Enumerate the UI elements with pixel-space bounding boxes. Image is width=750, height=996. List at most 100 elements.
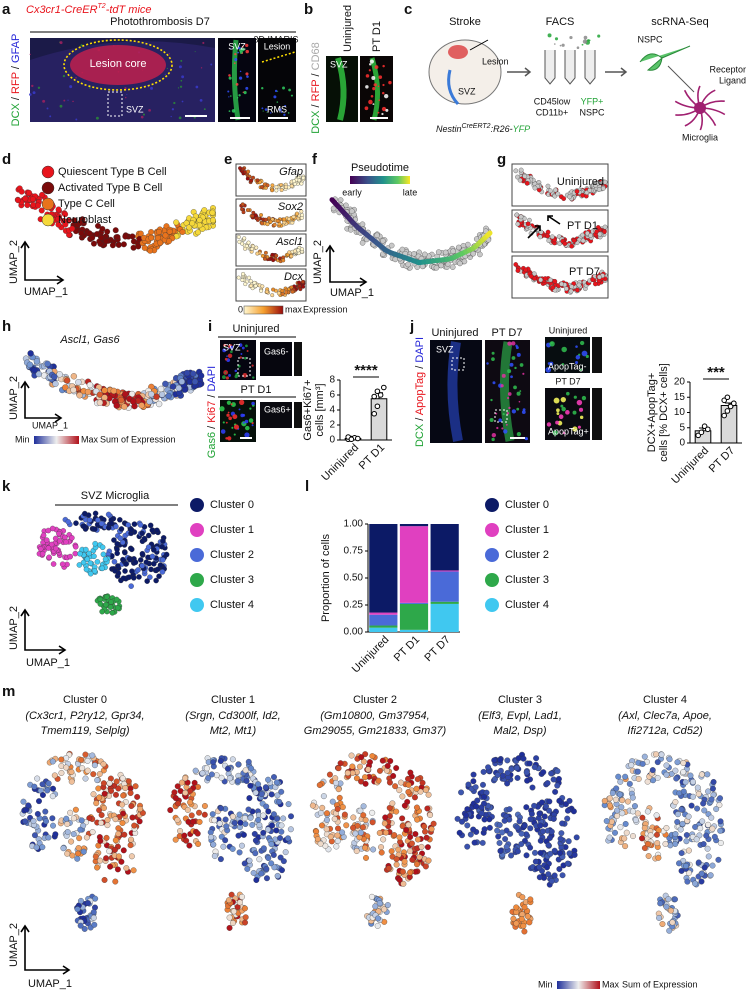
cell-dot: [113, 816, 119, 822]
y-tick-label: 0.25: [344, 600, 364, 611]
signal: [249, 408, 251, 410]
signal: [517, 353, 521, 357]
cell-dot: [414, 786, 420, 792]
cell-dot: [283, 849, 289, 855]
cell-dot: [702, 865, 708, 871]
cell-dot: [415, 837, 421, 843]
y-axis-text: UMAP_2: [8, 923, 20, 967]
legend-swatch: [485, 573, 499, 587]
name-text: Cluster 3: [210, 574, 254, 586]
cell-dot: [516, 268, 520, 272]
cell-dot: [710, 863, 716, 869]
x-tick-label: PT D1: [392, 634, 422, 664]
signal: [181, 75, 184, 78]
cell-dot: [705, 789, 711, 795]
cell-dot: [210, 217, 216, 223]
title-text: Cluster 4: [643, 694, 687, 706]
cell-dot: [105, 817, 111, 823]
cell-dot: [64, 378, 70, 384]
cell-dot: [90, 771, 96, 777]
signal: [42, 100, 45, 103]
cell-dot: [403, 827, 409, 833]
cell-dot: [376, 778, 382, 784]
cell-dot: [73, 551, 78, 556]
cell-dot: [138, 522, 143, 527]
cell-dot: [151, 561, 156, 566]
cell-dot: [173, 220, 179, 226]
letter-text: c: [404, 1, 412, 18]
signal: [234, 58, 237, 61]
cell-dot: [297, 249, 301, 253]
signal: [141, 116, 144, 119]
cell-dot: [73, 807, 79, 813]
bar-segment: [431, 524, 459, 570]
cell-dot: [73, 544, 78, 549]
cell-dot: [642, 825, 648, 831]
cell-dot: [97, 838, 103, 844]
signal: [234, 424, 239, 429]
cell-dot: [546, 842, 552, 848]
x-axis-text: UMAP_1: [32, 420, 68, 430]
cell-dot: [93, 541, 98, 546]
cell-dot: [533, 755, 539, 761]
cell-dot: [116, 825, 122, 831]
signal: [242, 347, 245, 350]
y-tick-label: 5: [679, 422, 685, 433]
cell-dot: [130, 815, 136, 821]
cell-dot: [382, 821, 388, 827]
signal: [263, 110, 264, 111]
cell-dot: [250, 247, 254, 251]
signal: [67, 100, 68, 101]
text-part: /: [10, 63, 22, 72]
cell-dot: [133, 560, 138, 565]
signal: [228, 354, 232, 358]
cell-dot: [717, 828, 723, 834]
cell-dot: [197, 222, 203, 228]
gate-left-text: CD45low: [534, 96, 571, 106]
cell-dot: [684, 838, 690, 844]
cell-dot: [602, 798, 608, 804]
cell-dot: [630, 833, 636, 839]
y-tick-label: 20: [674, 377, 686, 388]
cell-dot: [565, 861, 571, 867]
cell-dot: [120, 776, 126, 782]
cell-dot: [116, 831, 122, 837]
cell-dot: [128, 790, 134, 796]
cell-dot: [551, 816, 557, 822]
cell-dot: [227, 925, 233, 931]
rms-text: RMS: [267, 104, 287, 114]
cell-dot: [195, 784, 201, 790]
cell-dot: [645, 809, 651, 815]
cell-dot: [264, 875, 270, 881]
signal: [47, 108, 49, 110]
cell-dot: [657, 901, 663, 907]
cell-dot: [264, 866, 270, 872]
cell-dot: [225, 766, 231, 772]
cell-dot: [410, 857, 416, 863]
cell-dot: [77, 392, 83, 398]
signal: [384, 94, 388, 98]
genes-text: Ascl1, Gas6: [59, 334, 120, 346]
cell-dot: [230, 757, 236, 763]
cell-dot: [524, 804, 530, 810]
cell-dot: [402, 803, 408, 809]
signal: [228, 96, 229, 97]
signal: [202, 42, 204, 44]
text-part: /: [206, 392, 218, 401]
cell-dot: [555, 768, 561, 774]
x-tick-label: PT D7: [422, 634, 452, 664]
cell-dot: [40, 781, 46, 787]
cell-dot: [123, 561, 128, 566]
cell-dot: [673, 831, 679, 837]
text-part: /: [414, 415, 426, 424]
genes-text: Ifi2712a, Cd52): [627, 725, 703, 737]
cell-dot: [51, 561, 56, 566]
genes-text: (Elf3, Evpl, Lad1,: [478, 710, 562, 722]
cell-dot: [514, 825, 520, 831]
cell-dot: [363, 781, 369, 787]
cell-dot: [71, 373, 77, 379]
cell-dot: [358, 830, 364, 836]
signal: [514, 367, 516, 369]
cell-dot: [426, 792, 432, 798]
cell-dot: [157, 240, 163, 246]
